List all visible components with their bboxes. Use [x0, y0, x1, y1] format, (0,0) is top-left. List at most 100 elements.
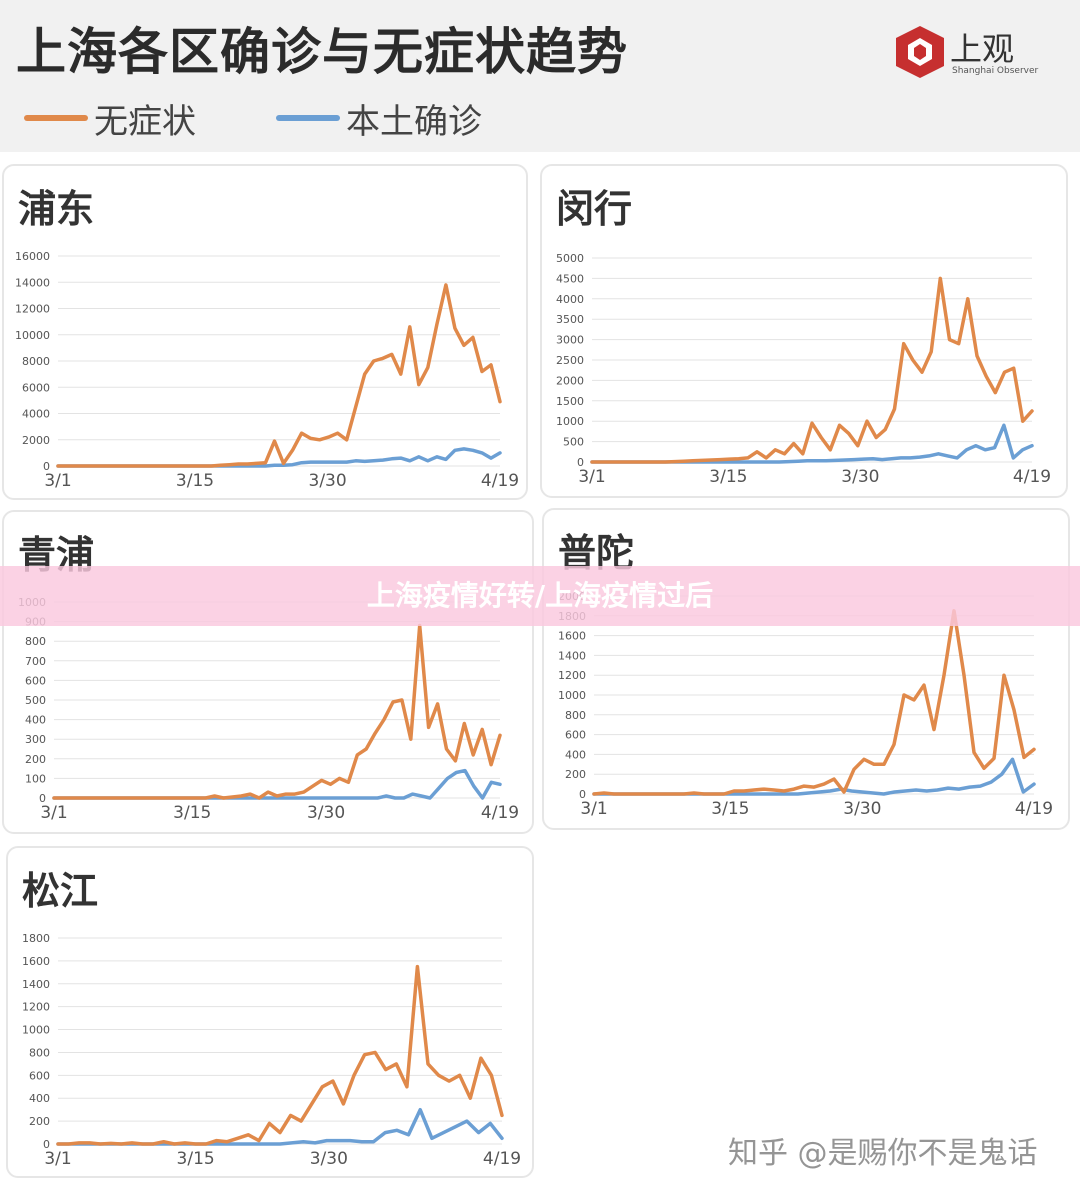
x-tick-label: 4/19 [1013, 467, 1051, 487]
series-line-confirmed [52, 768, 502, 800]
page-title: 上海各区确诊与无症状趋势 [16, 23, 628, 81]
y-tick-label: 0 [577, 456, 584, 469]
y-tick-label: 16000 [15, 250, 50, 263]
y-tick-label: 1000 [22, 1024, 50, 1037]
chart-putuo: 02004006008001000120014001600180020003/1… [558, 590, 1053, 819]
chart-title: 浦东 [18, 187, 95, 231]
y-tick-label: 1400 [22, 978, 50, 991]
x-tick-label: 4/19 [1015, 799, 1053, 819]
y-tick-label: 10000 [15, 329, 50, 342]
x-tick-label: 3/30 [309, 471, 347, 491]
y-tick-label: 500 [25, 694, 46, 707]
x-tick-label: 3/1 [40, 803, 67, 823]
chart-panel-minhang: 闵行 0 500 1000 1500 2000 2500 3000 3500 4000 4500 5… [540, 164, 1068, 498]
x-tick-label: 3/15 [176, 471, 214, 491]
y-tick-label: 0 [579, 788, 586, 801]
chart-panel-putuo: 普陀 0200400600800100012001400160018002000… [542, 508, 1070, 830]
y-tick-label: 100 [25, 772, 46, 785]
overlay-banner: 上海疫情好转/上海疫情过后 [0, 566, 1080, 626]
y-tick-label: 0 [43, 460, 50, 473]
chart-minhang: 0 500 1000 1500 2000 2500 3000 3500 4000 4500 5000… [556, 252, 1051, 487]
logo: 上观 Shanghai Observer [892, 24, 1052, 84]
y-tick-label: 200 [29, 1115, 50, 1128]
y-tick-label: 800 [565, 709, 586, 722]
y-tick-label: 200 [565, 768, 586, 781]
y-tick-label: 1600 [22, 955, 50, 968]
y-tick-label: 600 [565, 729, 586, 742]
y-tick-label: 800 [29, 1046, 50, 1059]
series-line-asymptomatic [592, 609, 1036, 796]
legend-swatch-asymptomatic [24, 115, 88, 121]
x-tick-label: 3/15 [173, 803, 211, 823]
y-tick-label: 400 [29, 1092, 50, 1105]
y-tick-label: 2000 [556, 374, 584, 387]
watermark: 知乎 @是赐你不是鬼话 [728, 1136, 1038, 1171]
chart-title: 松江 [22, 869, 99, 913]
y-tick-label: 700 [25, 655, 46, 668]
x-tick-label: 4/19 [481, 471, 519, 491]
x-tick-label: 3/30 [841, 467, 879, 487]
legend-item-asymptomatic: 无症状 [24, 98, 196, 142]
legend-label-confirmed: 本土确诊 [346, 101, 482, 142]
x-tick-label: 3/15 [711, 799, 749, 819]
y-tick-label: 12000 [15, 303, 50, 316]
y-tick-label: 1200 [558, 669, 586, 682]
x-tick-label: 3/1 [44, 471, 71, 491]
y-tick-label: 600 [29, 1069, 50, 1082]
y-tick-label: 1800 [22, 932, 50, 945]
y-tick-label: 2000 [22, 434, 50, 447]
y-tick-label: 3000 [556, 334, 584, 347]
y-tick-label: 4000 [556, 293, 584, 306]
y-tick-label: 0 [39, 792, 46, 805]
y-tick-label: 1000 [556, 415, 584, 428]
x-tick-label: 3/1 [44, 1149, 71, 1169]
y-tick-label: 400 [25, 714, 46, 727]
y-tick-label: 3500 [556, 313, 584, 326]
legend-swatch-confirmed [276, 115, 340, 121]
chart-pudong: 0 2000 4000 6000 8000 10000 12000 14000 16000 3/1… [15, 250, 519, 491]
y-tick-label: 4500 [556, 272, 584, 285]
y-tick-label: 500 [563, 436, 584, 449]
chart-songjiang: 0 200 400 600 800 1000 1200 1400 1600 1800 3/1 3/15… [22, 932, 521, 1169]
x-tick-label: 3/30 [307, 803, 345, 823]
y-tick-label: 1000 [558, 689, 586, 702]
y-tick-label: 4000 [22, 408, 50, 421]
x-tick-label: 3/15 [709, 467, 747, 487]
series-line-confirmed [56, 1107, 504, 1146]
chart-title: 闵行 [556, 187, 633, 231]
y-tick-label: 800 [25, 635, 46, 648]
chart-qingpu: 010020030040050060070080090010003/13/153… [18, 596, 519, 823]
x-tick-label: 3/1 [578, 467, 605, 487]
logo-icon [896, 26, 944, 78]
y-tick-label: 0 [43, 1138, 50, 1151]
y-tick-label: 1200 [22, 1001, 50, 1014]
series-line-asymptomatic [56, 283, 502, 468]
legend-label-asymptomatic: 无症状 [94, 101, 196, 142]
legend-item-confirmed: 本土确诊 [276, 98, 482, 142]
y-tick-label: 1500 [556, 395, 584, 408]
y-tick-label: 8000 [22, 355, 50, 368]
y-tick-label: 400 [565, 748, 586, 761]
logo-text: 上观 [950, 30, 1015, 68]
series-line-asymptomatic [56, 964, 504, 1146]
y-tick-label: 5000 [556, 252, 584, 265]
y-tick-label: 6000 [22, 381, 50, 394]
series-line-asymptomatic [52, 623, 502, 800]
y-tick-label: 2500 [556, 354, 584, 367]
chart-panel-pudong: 浦东 0 2000 4000 6000 8000 10000 12000 14000 16000… [2, 164, 528, 500]
y-tick-label: 200 [25, 753, 46, 766]
y-tick-label: 14000 [15, 276, 50, 289]
y-tick-label: 1400 [558, 649, 586, 662]
x-tick-label: 4/19 [483, 1149, 521, 1169]
x-tick-label: 3/30 [843, 799, 881, 819]
y-tick-label: 300 [25, 733, 46, 746]
y-tick-label: 1600 [558, 630, 586, 643]
x-tick-label: 4/19 [481, 803, 519, 823]
x-tick-label: 3/15 [177, 1149, 215, 1169]
logo-subtitle: Shanghai Observer [952, 66, 1039, 76]
chart-panel-qingpu: 青浦 010020030040050060070080090010003/13/… [2, 510, 534, 834]
series-line-confirmed [590, 423, 1034, 464]
chart-panel-songjiang: 松江 0 200 400 600 800 1000 1200 1400 1600 1800 3/1 3… [6, 846, 534, 1178]
y-tick-label: 600 [25, 674, 46, 687]
header: 上海各区确诊与无症状趋势 无症状 本土确诊 上观 Shanghai Observ… [0, 0, 1080, 152]
